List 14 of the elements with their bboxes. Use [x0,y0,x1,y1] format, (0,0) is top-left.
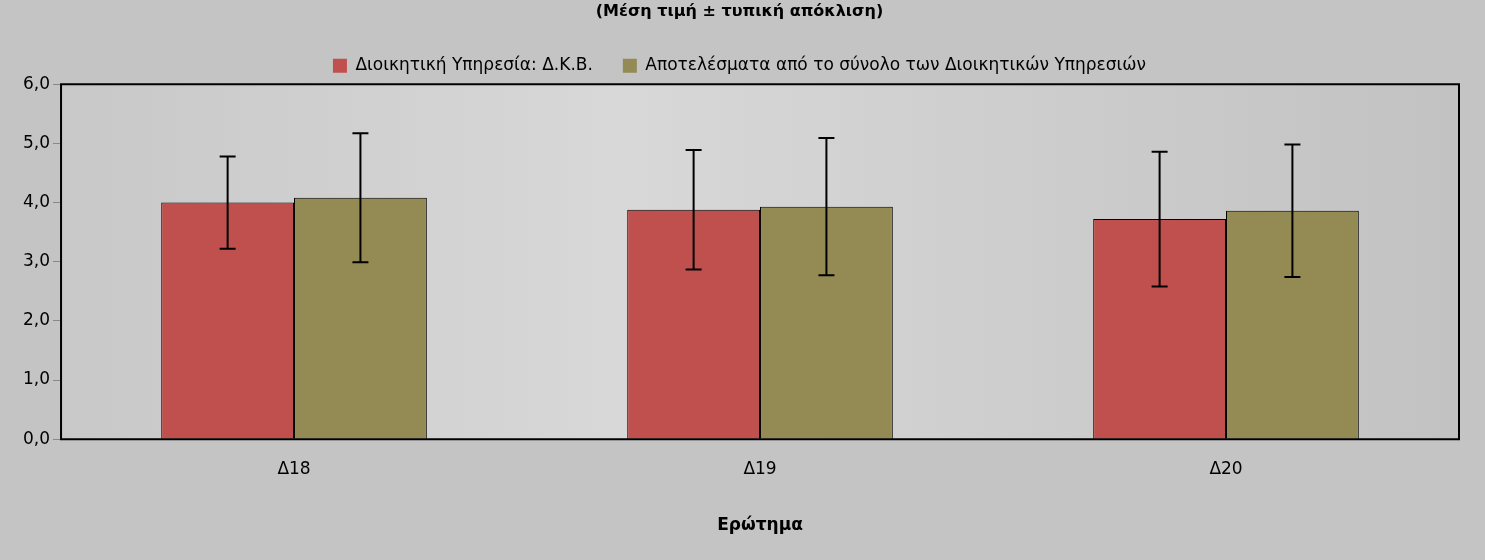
chart-title: (Μέση τιμή ± τυπική απόκλιση) [595,0,884,20]
legend-label: Αποτελέσματα από το σύνολο των Διοικητικών Υπηρεσιών [645,54,1147,75]
y-tick-label: 2,0 [22,309,51,330]
y-tick-label: 4,0 [22,190,51,211]
x-tick-label: Δ19 [743,457,777,478]
y-tick-label: 5,0 [22,131,51,152]
x-tick-label: Δ20 [1209,457,1243,478]
x-tick-label: Δ18 [277,457,311,478]
legend-label: Διοικητική Υπηρεσία: Δ.Κ.Β. [355,54,593,75]
y-tick-label: 0,0 [22,427,51,448]
x-axis-title: Ερώτημα [717,514,803,535]
y-tick-label: 1,0 [22,368,51,389]
y-tick-label: 3,0 [22,250,51,271]
y-tick-label: 6,0 [22,72,51,93]
